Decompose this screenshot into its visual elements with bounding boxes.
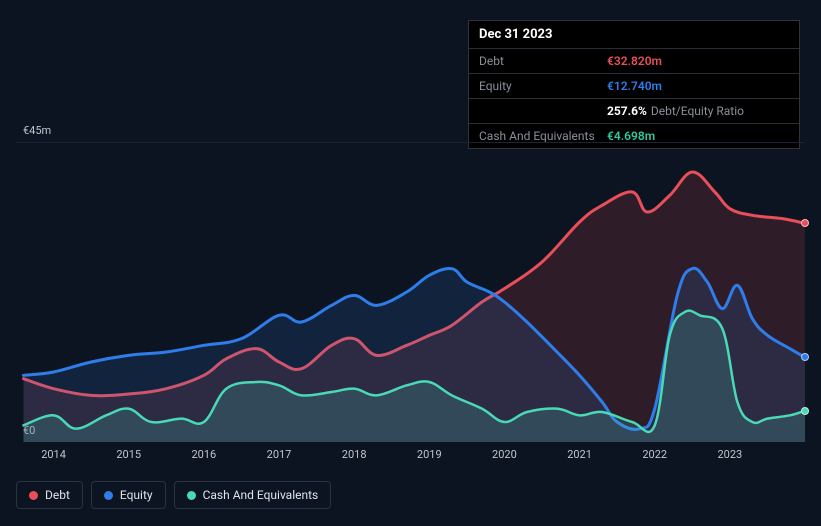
legend-label: Debt [45, 488, 70, 502]
legend-item-equity[interactable]: Equity [91, 481, 166, 509]
series-end-dot [801, 353, 809, 361]
legend-dot [104, 491, 113, 500]
chart-svg [16, 142, 805, 442]
tooltip-row-equity: Equity €12.740m [469, 74, 799, 99]
tooltip-value: €32.820m [607, 54, 662, 68]
x-tick: 2015 [116, 448, 141, 461]
x-tick: 2022 [642, 448, 667, 461]
ratio-pct: 257.6% [607, 104, 647, 118]
x-tick: 2018 [342, 448, 367, 461]
y-axis-max: €45m [23, 124, 51, 137]
x-tick: 2019 [417, 448, 442, 461]
tooltip-date: Dec 31 2023 [469, 21, 799, 49]
legend-item-cash[interactable]: Cash And Equivalents [174, 481, 332, 509]
x-tick: 2014 [41, 448, 66, 461]
ratio-label: Debt/Equity Ratio [651, 104, 744, 118]
tooltip-value: €12.740m [607, 79, 662, 93]
tooltip-label: Equity [479, 79, 607, 93]
data-tooltip: Dec 31 2023 Debt €32.820m Equity €12.740… [468, 20, 800, 149]
legend-item-debt[interactable]: Debt [16, 481, 83, 509]
chart-plot-area[interactable] [16, 142, 805, 442]
gridline [16, 142, 805, 143]
series-end-dot [801, 407, 809, 415]
legend-dot [187, 491, 196, 500]
x-tick: 2020 [492, 448, 517, 461]
legend-label: Cash And Equivalents [203, 488, 319, 502]
x-tick: 2021 [567, 448, 592, 461]
tooltip-value: €4.698m [607, 129, 655, 143]
legend-dot [29, 491, 38, 500]
legend: Debt Equity Cash And Equivalents [16, 481, 331, 509]
tooltip-label [479, 104, 607, 118]
legend-label: Equity [120, 488, 153, 502]
tooltip-row-ratio: 257.6% Debt/Equity Ratio [469, 99, 799, 124]
tooltip-label: Debt [479, 54, 607, 68]
x-tick: 2017 [267, 448, 292, 461]
tooltip-label: Cash And Equivalents [479, 129, 607, 143]
x-tick: 2023 [717, 448, 742, 461]
series-end-dot [801, 219, 809, 227]
x-tick: 2016 [191, 448, 216, 461]
tooltip-row-debt: Debt €32.820m [469, 49, 799, 74]
